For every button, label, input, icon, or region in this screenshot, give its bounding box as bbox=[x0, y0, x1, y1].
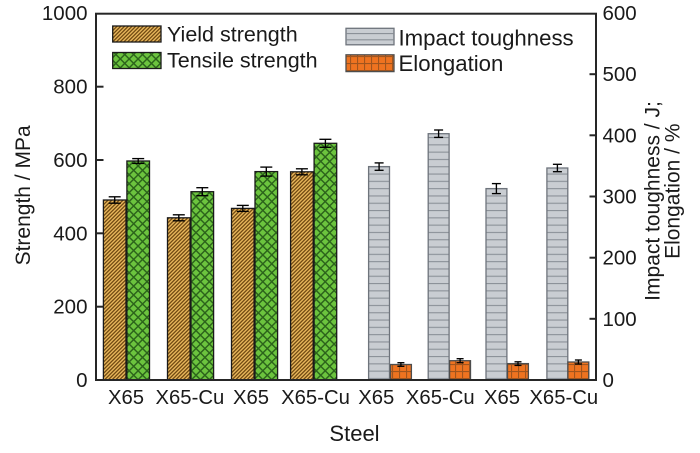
svg-text:Strength / MPa: Strength / MPa bbox=[12, 125, 35, 265]
svg-text:Elongation: Elongation bbox=[399, 51, 504, 76]
svg-text:100: 100 bbox=[603, 308, 637, 331]
svg-text:200: 200 bbox=[53, 296, 87, 319]
svg-text:1000: 1000 bbox=[42, 2, 88, 25]
svg-text:Elongation / %: Elongation / % bbox=[662, 123, 685, 258]
svg-text:Tensile strength: Tensile strength bbox=[167, 49, 318, 73]
svg-text:0: 0 bbox=[76, 369, 87, 392]
svg-text:600: 600 bbox=[53, 149, 87, 172]
svg-text:200: 200 bbox=[603, 247, 637, 270]
svg-text:800: 800 bbox=[53, 76, 87, 99]
svg-text:0: 0 bbox=[603, 369, 614, 392]
svg-text:Impact toughness: Impact toughness bbox=[399, 25, 574, 50]
svg-text:Steel: Steel bbox=[329, 421, 379, 446]
svg-text:X65: X65 bbox=[233, 387, 269, 409]
svg-text:X65-Cu: X65-Cu bbox=[156, 387, 225, 409]
svg-text:X65: X65 bbox=[358, 387, 394, 409]
svg-text:X65: X65 bbox=[484, 387, 520, 409]
svg-text:X65-Cu: X65-Cu bbox=[406, 387, 475, 409]
svg-text:300: 300 bbox=[603, 186, 637, 209]
svg-text:X65-Cu: X65-Cu bbox=[529, 387, 598, 409]
svg-text:Yield strength: Yield strength bbox=[167, 23, 298, 47]
svg-text:Impact toughness / J;: Impact toughness / J; bbox=[642, 101, 665, 301]
svg-text:X65-Cu: X65-Cu bbox=[281, 387, 350, 409]
svg-text:400: 400 bbox=[603, 124, 637, 147]
svg-text:500: 500 bbox=[603, 63, 637, 86]
svg-text:X65: X65 bbox=[108, 387, 144, 409]
svg-text:400: 400 bbox=[53, 222, 87, 245]
svg-text:600: 600 bbox=[603, 2, 637, 25]
